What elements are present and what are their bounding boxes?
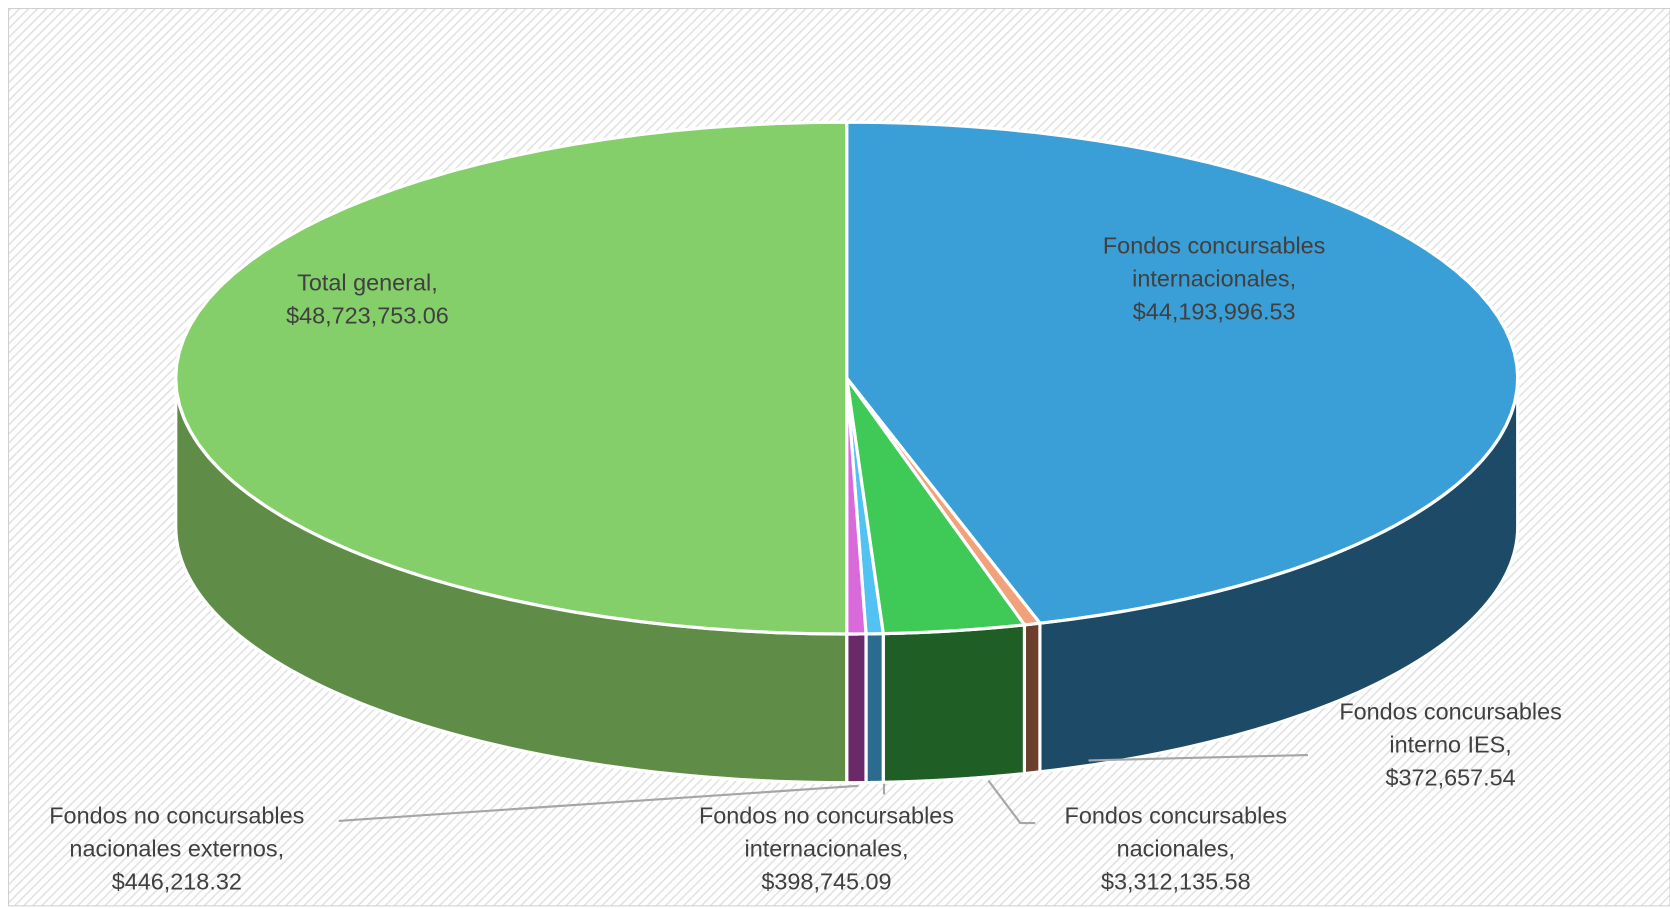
data-label: Fondos concursables internacionales, $44,1… <box>1103 233 1326 325</box>
category-line: nacionales externos, <box>69 836 284 862</box>
value-label: $48,723,753.06 <box>286 303 449 329</box>
data-label: Fondos concursables nacionales, $3,312,135… <box>1065 803 1288 895</box>
data-label: Fondos no concursables internacionales, $3… <box>699 803 954 895</box>
pie-slice <box>845 377 1043 627</box>
pie-tops <box>174 120 1520 636</box>
pie-slice <box>845 377 1028 636</box>
value-label: $44,193,996.53 <box>1133 298 1296 324</box>
pie-slice-side <box>845 632 868 785</box>
leader-line <box>1088 754 1308 762</box>
pie-slice-side <box>881 623 1027 784</box>
category-line: Fondos concursables <box>1065 803 1288 829</box>
value-label: $3,312,135.58 <box>1101 869 1251 895</box>
data-label: Total general, $48,723,753.06 <box>286 270 449 329</box>
category-line: Fondos concursables <box>1103 233 1326 259</box>
data-labels: Fondos concursables internacionales, $44,1… <box>49 233 1562 895</box>
category-label: Fondos concursables nacionales, <box>1065 803 1288 862</box>
category-line: interno IES, <box>1389 732 1511 758</box>
category-line: nacionales, <box>1117 836 1235 862</box>
value-label: $372,657.54 <box>1386 765 1516 791</box>
pie-slice <box>845 377 886 636</box>
pie-slice <box>845 120 1520 625</box>
pie-slice <box>174 120 849 636</box>
category-line: internacionales, <box>744 836 908 862</box>
category-line: Fondos no concursables <box>699 803 954 829</box>
data-label: Fondos concursables interno IES, $372,657.… <box>1339 699 1562 791</box>
category-line: Fondos no concursables <box>49 803 304 829</box>
leader-lines <box>338 754 1308 825</box>
leader-line <box>338 784 859 822</box>
pie-slice-side <box>1022 621 1042 776</box>
category-label: Total general, <box>297 270 438 296</box>
category-label: Fondos no concursables internacionales, <box>699 803 954 862</box>
category-line: Total general, <box>297 270 438 296</box>
value-label: $446,218.32 <box>112 869 242 895</box>
category-line: Fondos concursables <box>1339 699 1562 725</box>
value-label: $398,745.09 <box>761 869 891 895</box>
category-label: Fondos no concursables nacionales externo… <box>49 803 304 862</box>
category-label: Fondos concursables interno IES, <box>1339 699 1562 758</box>
category-label: Fondos concursables internacionales, <box>1103 233 1326 292</box>
pie-slice <box>845 377 868 636</box>
pie-slice-side <box>864 631 885 785</box>
data-label: Fondos no concursables nacionales externo… <box>49 803 304 895</box>
leader-line <box>987 779 1036 825</box>
category-line: internacionales, <box>1132 266 1296 292</box>
